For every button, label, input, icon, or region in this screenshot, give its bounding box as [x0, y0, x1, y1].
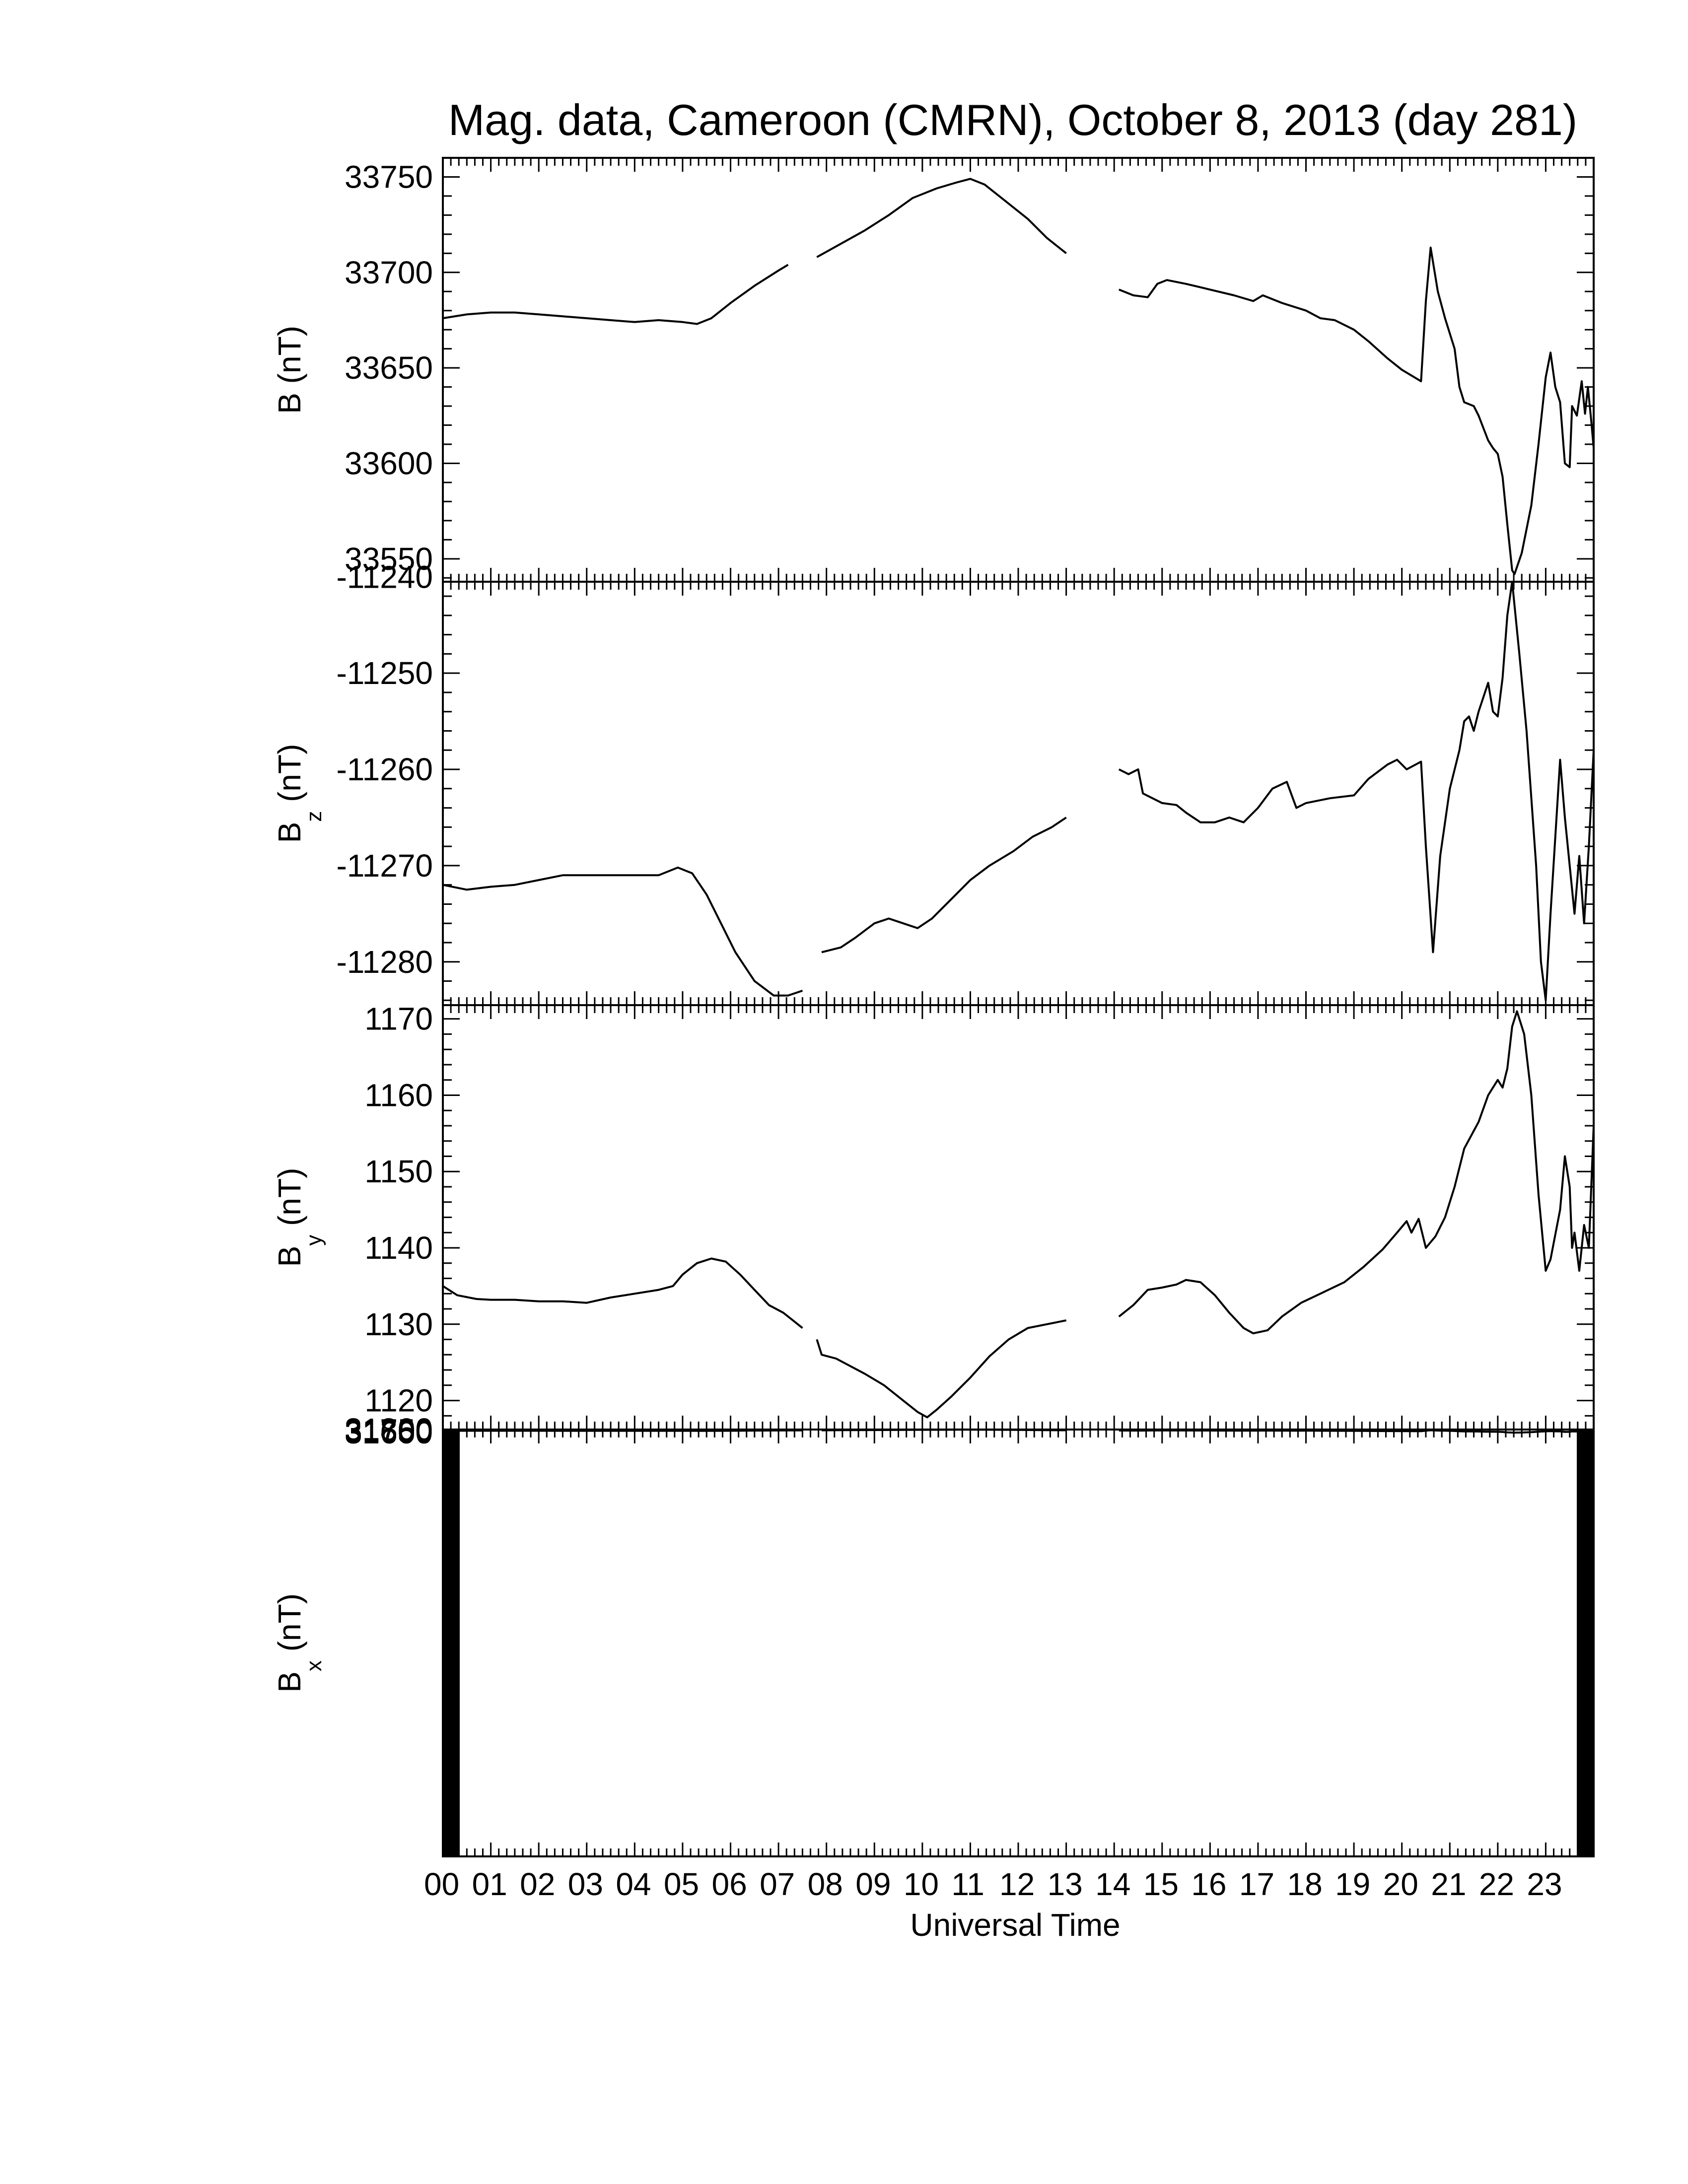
y-tick-label: 1140: [364, 1230, 433, 1266]
series-line: [442, 866, 803, 997]
y-tick-label: 1150: [364, 1154, 433, 1189]
y-tick-label: 33550: [345, 541, 433, 577]
series-line: [1118, 1010, 1595, 1335]
y-tick-label: 33600: [345, 445, 433, 481]
y-tick-label: -11260: [336, 751, 433, 787]
y-tick-label: 1120: [364, 1383, 433, 1419]
y-axis-label: B (nT): [272, 326, 307, 414]
y-axis-label-subscript: z: [302, 811, 326, 822]
panels-group: 33550 33600 33650 33700 33750 B (nT) -11240 -11…: [272, 157, 1595, 1857]
y-axis-label-main: B: [272, 393, 307, 414]
y-axis-label: Bz (nT): [272, 744, 326, 843]
series-line: [821, 817, 1067, 954]
series-line: [816, 1319, 1066, 1419]
y-tick-label: -11280: [336, 944, 433, 980]
series-line: [816, 178, 1067, 258]
y-tick-label: 33650: [345, 350, 433, 386]
y-axis-label-unit: (nT): [272, 326, 307, 393]
y-tick-label: 33700: [345, 255, 433, 290]
y-tick-label: 1160: [364, 1077, 433, 1113]
y-axis-label-unit: (nT): [272, 1168, 307, 1235]
series-line: [1119, 246, 1595, 575]
series-line: [1118, 581, 1595, 1002]
y-tick-label: 1170: [364, 1001, 433, 1037]
panel-0: 33550 33600 33650 33700 33750 B (nT): [272, 157, 1595, 583]
chart-title: Mag. data, Cameroon (CMRN), October 8, 2…: [448, 95, 1577, 144]
y-axis-label-subscript: y: [302, 1235, 326, 1246]
y-axis-label: By (nT): [272, 1168, 326, 1267]
series-line: [442, 1257, 803, 1329]
series-line: [442, 264, 789, 325]
y-axis-label-main: B: [272, 822, 307, 843]
panel-2: 1120 1130 1140 1150 1160 1170 By (nT): [272, 1001, 1595, 1431]
y-axis-label-unit: (nT): [272, 744, 307, 811]
y-tick-label: -11250: [336, 655, 433, 691]
y-tick-label: 1130: [364, 1306, 433, 1342]
y-tick-label: 33750: [345, 159, 433, 195]
y-tick-label: -11270: [336, 848, 433, 884]
y-tick-label: -11240: [336, 559, 433, 595]
y-axis-label-main: B: [272, 1246, 307, 1267]
